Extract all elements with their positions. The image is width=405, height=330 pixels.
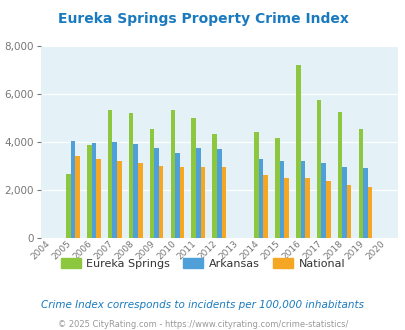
Bar [221, 167, 226, 238]
Bar [70, 141, 75, 238]
Bar [149, 129, 154, 238]
Bar [133, 144, 138, 238]
Bar [191, 118, 196, 238]
Text: © 2025 CityRating.com - https://www.cityrating.com/crime-statistics/: © 2025 CityRating.com - https://www.city… [58, 319, 347, 329]
Bar [170, 110, 175, 238]
Bar [325, 182, 330, 238]
Bar [346, 185, 351, 238]
Bar [279, 161, 283, 238]
Bar [300, 161, 305, 238]
Bar [200, 167, 205, 238]
Bar [263, 176, 267, 238]
Bar [117, 161, 121, 238]
Bar [128, 113, 133, 238]
Bar [258, 159, 263, 238]
Bar [175, 153, 179, 238]
Bar [108, 110, 112, 238]
Bar [158, 166, 163, 238]
Bar [179, 167, 184, 238]
Bar [92, 143, 96, 238]
Bar [316, 100, 321, 238]
Bar [154, 148, 158, 238]
Bar [216, 149, 221, 238]
Bar [87, 146, 92, 238]
Bar [96, 159, 100, 238]
Bar [212, 134, 216, 238]
Legend: Eureka Springs, Arkansas, National: Eureka Springs, Arkansas, National [56, 254, 349, 273]
Bar [295, 65, 300, 238]
Bar [254, 132, 258, 238]
Bar [362, 168, 367, 238]
Bar [75, 156, 80, 238]
Bar [284, 178, 288, 238]
Bar [341, 167, 346, 238]
Bar [196, 148, 200, 238]
Text: Crime Index corresponds to incidents per 100,000 inhabitants: Crime Index corresponds to incidents per… [41, 300, 364, 310]
Bar [358, 129, 362, 238]
Bar [274, 138, 279, 238]
Bar [138, 163, 142, 238]
Bar [337, 112, 341, 238]
Bar [66, 174, 70, 238]
Bar [305, 178, 309, 238]
Bar [112, 142, 117, 238]
Bar [321, 163, 325, 238]
Bar [367, 187, 371, 238]
Text: Eureka Springs Property Crime Index: Eureka Springs Property Crime Index [58, 12, 347, 25]
